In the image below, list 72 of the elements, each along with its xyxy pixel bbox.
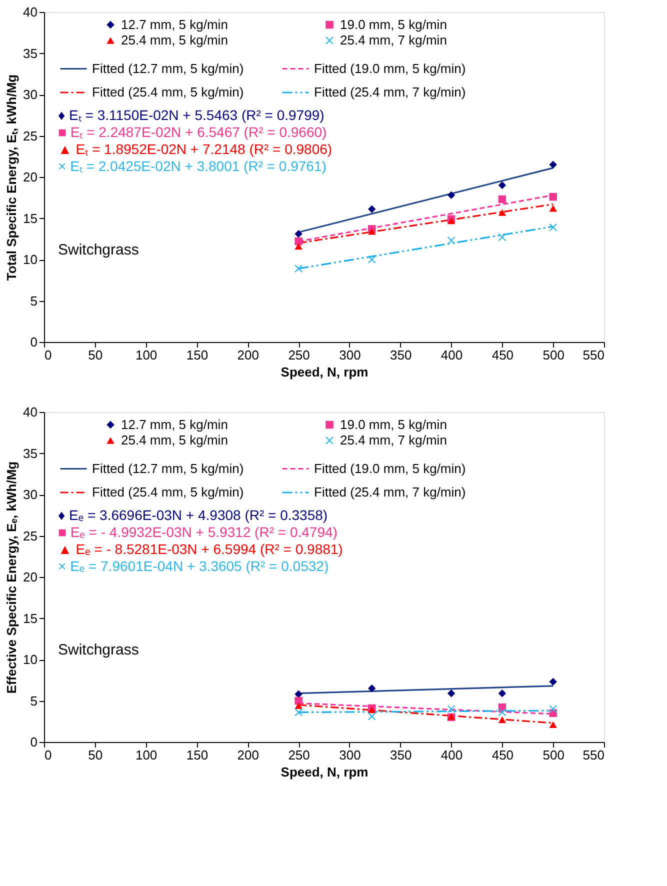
x-tick-label: 500: [542, 748, 564, 762]
legend-label: 25.4 mm, 5 kg/min: [121, 432, 228, 448]
y-axis-title: Effective Specific Energy, Eₑ, kWh/Mg: [4, 461, 20, 694]
annotation: ■ Eₜ = 2.2487E-02N + 6.5467 (R² = 0.9660): [58, 124, 327, 140]
x-tick-label: 350: [390, 748, 412, 762]
x-tick-label: 550: [582, 748, 604, 762]
legend-label: Fitted (25.4 mm, 5 kg/min): [92, 84, 244, 100]
y-tick-label: 40: [23, 404, 38, 420]
annotation: ■ Eₑ = - 4.9932E-03N + 5.9312 (R² = 0.4794): [58, 524, 338, 540]
x-tick-label: 100: [135, 348, 158, 362]
legend-label: 25.4 mm, 7 kg/min: [340, 32, 447, 48]
y-tick-label: 30: [23, 487, 38, 502]
annotation: ▲ Eₜ = 1.8952E-02N + 7.2148 (R² = 0.9806): [58, 141, 332, 157]
x-tick-label: 200: [237, 748, 259, 762]
legend-label: 25.4 mm, 7 kg/min: [340, 432, 447, 448]
y-tick-label: 10: [23, 652, 38, 667]
x-tick-label: 50: [88, 348, 103, 362]
y-tick-label: 35: [23, 446, 38, 461]
legend-label: Fitted (19.0 mm, 5 kg/min): [314, 60, 466, 76]
legend-label: 25.4 mm, 5 kg/min: [121, 32, 228, 48]
y-tick-label: 5: [30, 693, 38, 708]
x-tick-label: 150: [186, 748, 208, 762]
y-tick-label: 35: [23, 46, 38, 61]
x-tick-label: 100: [135, 748, 158, 762]
y-tick-label: 5: [30, 293, 38, 308]
x-tick-label: 150: [186, 348, 208, 362]
x-tick-label: 400: [440, 748, 463, 762]
annotation: ♦ Eₜ = 3.1150E-02N + 5.5463 (R² = 0.9799): [58, 107, 324, 123]
legend-label: 12.7 mm, 5 kg/min: [121, 16, 228, 32]
legend-label: 19.0 mm, 5 kg/min: [340, 416, 447, 432]
legend-label: Fitted (25.4 mm, 7 kg/min): [314, 84, 466, 100]
y-tick-label: 0: [30, 734, 38, 750]
x-tick-label: 300: [339, 748, 361, 762]
y-tick-label: 10: [23, 252, 38, 267]
annotation: × Eₑ = 7.9601E-04N + 3.3605 (R² = 0.0532): [58, 558, 329, 574]
legend-label: Fitted (12.7 mm, 5 kg/min): [92, 460, 244, 476]
legend-label: Fitted (25.4 mm, 7 kg/min): [314, 484, 466, 500]
y-tick-label: 25: [23, 128, 38, 144]
x-axis-title: Speed, N, rpm: [280, 364, 368, 380]
y-tick-label: 20: [23, 170, 38, 184]
x-tick-label: 0: [44, 348, 52, 362]
x-tick-label: 550: [582, 348, 604, 362]
y-tick-label: 0: [30, 334, 38, 350]
annotation: ♦ Eₑ = 3.6696E-03N + 4.9308 (R² = 0.3358): [58, 507, 328, 523]
x-tick-label: 400: [440, 348, 463, 362]
y-tick-label: 15: [23, 610, 38, 626]
x-axis-title: Speed, N, rpm: [280, 764, 368, 780]
x-tick-label: 250: [288, 748, 310, 762]
legend-label: Fitted (12.7 mm, 5 kg/min): [92, 60, 244, 76]
x-tick-label: 50: [88, 748, 103, 762]
x-tick-label: 500: [542, 348, 564, 362]
x-tick-label: 250: [288, 348, 310, 362]
y-tick-label: 25: [23, 528, 38, 544]
legend-label: Fitted (25.4 mm, 5 kg/min): [92, 484, 244, 500]
x-tick-label: 0: [44, 748, 52, 762]
legend-label: Fitted (19.0 mm, 5 kg/min): [314, 460, 466, 476]
y-tick-label: 15: [23, 210, 38, 226]
x-tick-label: 450: [492, 748, 514, 762]
legend-label: 19.0 mm, 5 kg/min: [340, 16, 447, 32]
y-tick-label: 40: [23, 4, 38, 20]
annotation: Switchgrass: [58, 642, 139, 659]
y-tick-label: 20: [23, 570, 38, 584]
x-tick-label: 450: [492, 348, 514, 362]
x-tick-label: 200: [237, 348, 259, 362]
y-tick-label: 30: [23, 87, 38, 102]
x-tick-label: 350: [390, 348, 412, 362]
x-tick-label: 300: [339, 348, 361, 362]
y-axis-title: Total Specific Energy, Eₜ, kWh/Mg: [4, 74, 20, 281]
legend-label: 12.7 mm, 5 kg/min: [121, 416, 228, 432]
annotation: × Eₜ = 2.0425E-02N + 3.8001 (R² = 0.9761): [58, 158, 326, 174]
annotation: Switchgrass: [58, 242, 139, 259]
annotation: ▲ Eₑ = - 8.5281E-03N + 6.5994 (R² = 0.9881): [58, 541, 343, 557]
